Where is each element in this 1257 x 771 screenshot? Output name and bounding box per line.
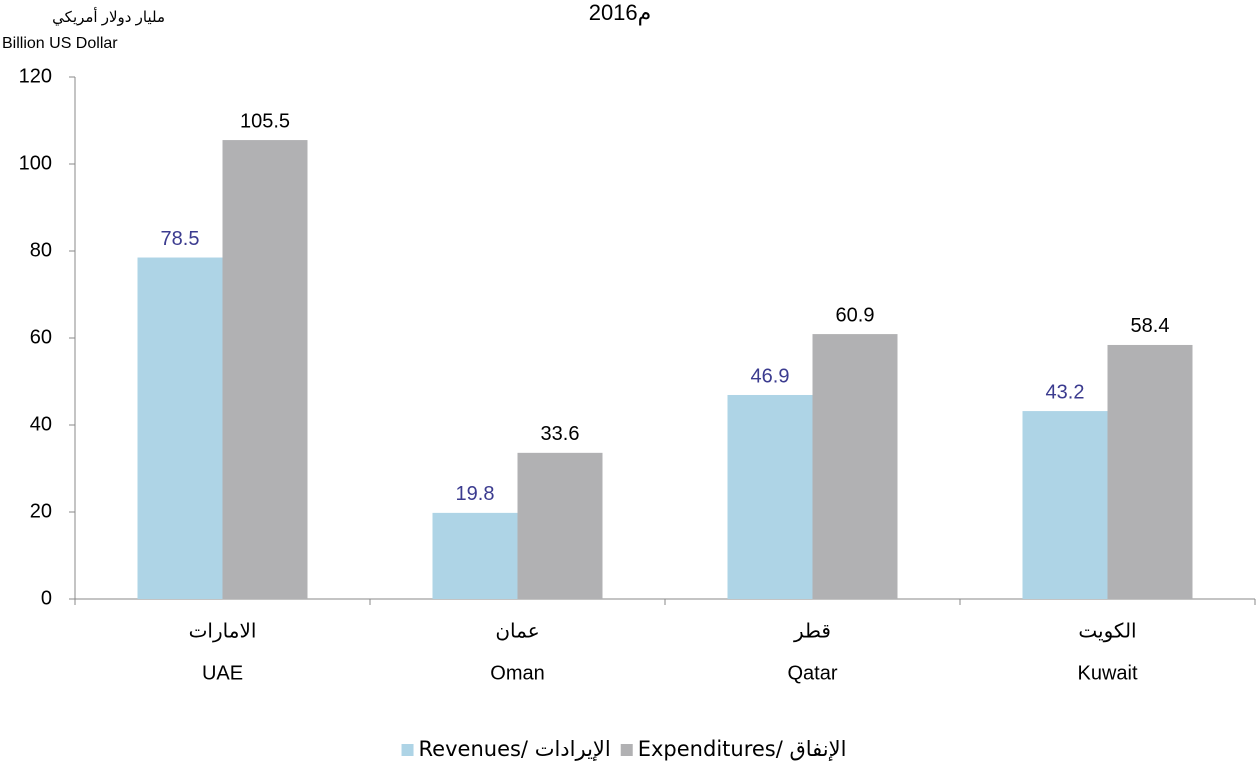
bar — [222, 140, 308, 599]
value-label: 43.2 — [1046, 381, 1085, 403]
legend-swatch — [401, 744, 414, 756]
value-label: 19.8 — [456, 483, 495, 505]
y-tick-label: 0 — [41, 587, 52, 609]
value-label: 78.5 — [161, 228, 200, 250]
bar — [1022, 411, 1108, 599]
x-tick-label-ar: عمان — [495, 620, 539, 642]
x-tick-label: Oman — [490, 662, 544, 684]
y-axis-label-ar: مليار دولار أمريكي — [52, 7, 165, 27]
legend-swatch — [620, 744, 633, 756]
value-label: 46.9 — [751, 365, 790, 387]
y-tick-label: 40 — [30, 413, 52, 435]
x-tick-label: Kuwait — [1077, 662, 1137, 684]
y-tick-label: 60 — [30, 326, 52, 348]
x-tick-label-ar: قطر — [793, 620, 831, 642]
x-tick-label: UAE — [202, 662, 243, 684]
x-tick-label-ar: الكويت — [1078, 620, 1136, 642]
y-tick-label: 120 — [19, 65, 52, 87]
chart-title: 2016م — [589, 0, 652, 25]
x-tick-label: Qatar — [787, 662, 837, 684]
y-axis-label: Billion US Dollar — [2, 35, 118, 52]
legend-label: Revenues/ الإيرادات — [419, 737, 611, 761]
value-label: 105.5 — [240, 110, 290, 132]
y-tick-label: 100 — [19, 152, 52, 174]
y-tick-label: 80 — [30, 239, 52, 261]
bar — [1107, 344, 1193, 599]
value-label: 60.9 — [836, 304, 875, 326]
bar — [812, 334, 898, 599]
y-tick-label: 20 — [30, 500, 52, 522]
bar — [727, 394, 813, 599]
bar — [432, 512, 518, 599]
value-label: 58.4 — [1131, 315, 1170, 337]
bar — [137, 257, 223, 599]
x-tick-label-ar: الامارات — [189, 620, 257, 642]
bar — [517, 452, 603, 599]
value-label: 33.6 — [541, 423, 580, 445]
legend-label: Expenditures/ الإنفاق — [638, 737, 847, 761]
